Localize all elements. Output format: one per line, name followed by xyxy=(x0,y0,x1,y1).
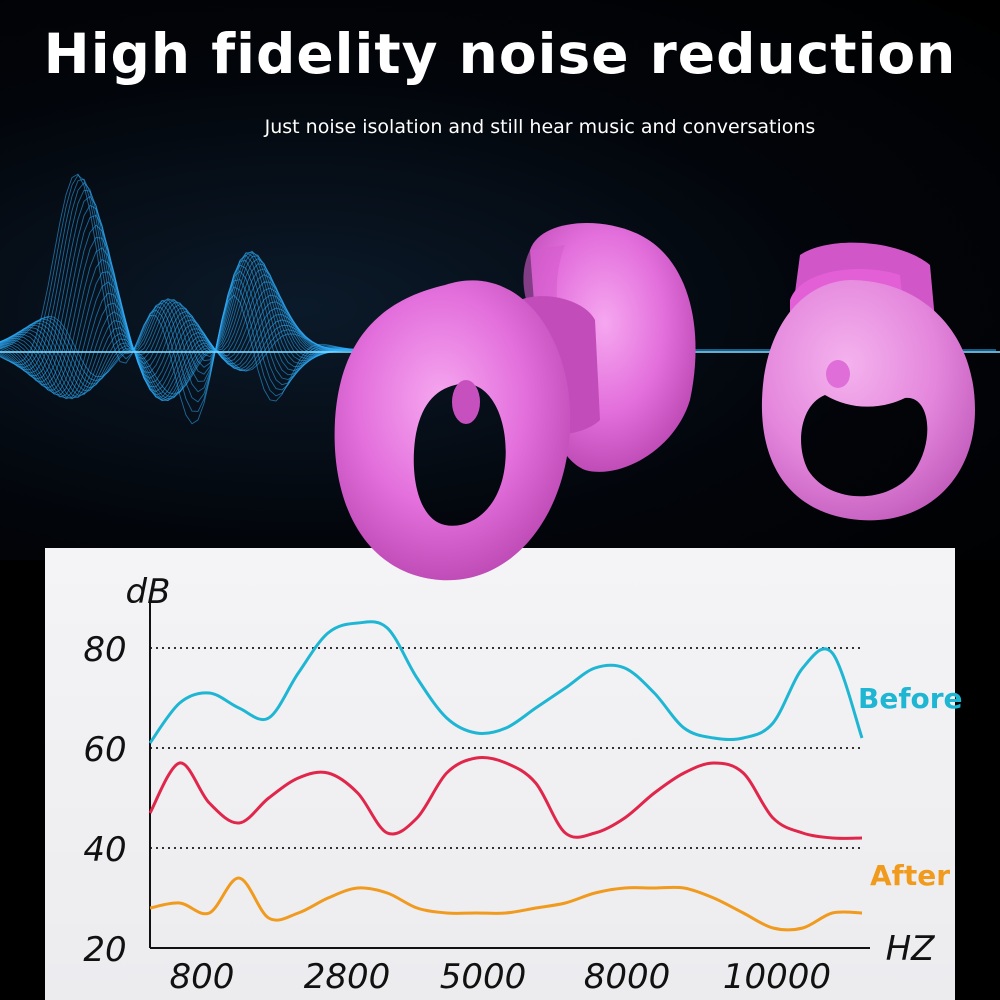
legend-after: After xyxy=(870,859,950,892)
x-axis-label: HZ xyxy=(886,929,936,969)
y-tick-label: 60 xyxy=(83,730,126,770)
y-tick-label: 20 xyxy=(83,930,126,970)
legend-before: Before xyxy=(858,682,963,715)
series-before-line xyxy=(148,620,864,744)
y-axis-label: dB xyxy=(126,572,171,612)
earplug-small xyxy=(761,242,975,521)
earplug-illustration xyxy=(334,223,975,581)
series-middle-line xyxy=(148,755,863,840)
x-tick-label: 8000 xyxy=(584,957,671,997)
x-tick-label: 800 xyxy=(170,957,235,997)
x-tick-label: 2800 xyxy=(304,957,391,997)
earplug-large xyxy=(334,223,696,581)
chart-panel xyxy=(45,548,955,1000)
y-tick-label: 40 xyxy=(83,830,126,870)
series-after-line xyxy=(149,876,863,932)
y-tick-label: 80 xyxy=(83,630,126,670)
x-tick-label: 10000 xyxy=(723,957,831,997)
headline: High fidelity noise reduction xyxy=(43,22,957,86)
subheadline: Just noise isolation and still hear musi… xyxy=(264,116,816,138)
x-tick-label: 5000 xyxy=(440,957,527,997)
